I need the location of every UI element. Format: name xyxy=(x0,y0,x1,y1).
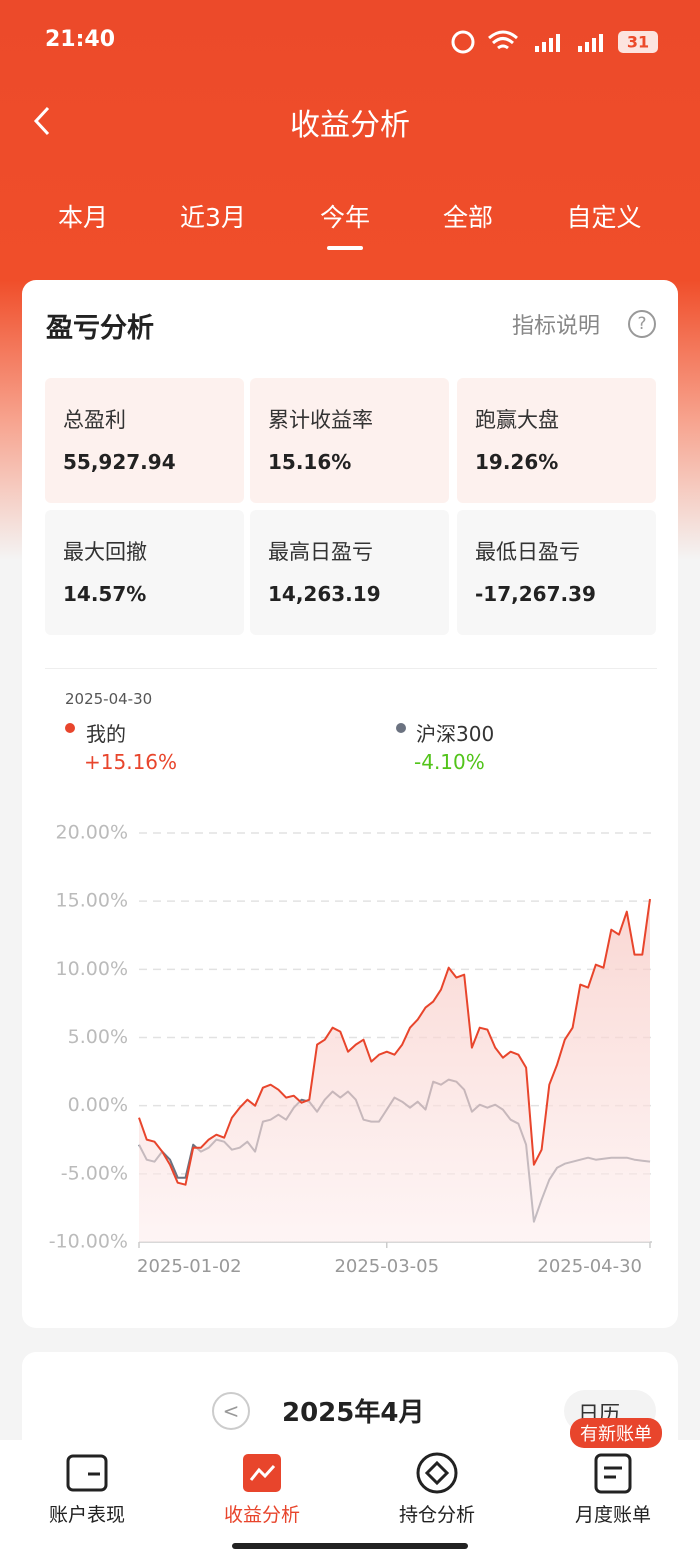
metric: 跑赢大盘 19.26% xyxy=(457,378,656,503)
metric-value: 14,263.19 xyxy=(268,582,381,606)
y-tick-label: -5.00% xyxy=(61,1162,128,1184)
status-icons: 31 xyxy=(451,30,658,54)
nav-label[interactable]: 持仓分析 xyxy=(398,1504,476,1526)
metric: 最高日盈亏 14,263.19 xyxy=(250,510,449,635)
battery-level: 31 xyxy=(627,33,649,52)
metric-label: 累计收益率 xyxy=(268,408,373,432)
card-title: 盈亏分析 xyxy=(46,313,154,344)
tab-indicator xyxy=(327,246,363,250)
nav-icon[interactable] xyxy=(416,1452,458,1494)
alarm-icon xyxy=(451,30,475,54)
metric: 最低日盈亏 -17,267.39 xyxy=(457,510,656,635)
legend-value: +15.16% xyxy=(84,750,178,774)
y-tick-label: 0.00% xyxy=(68,1094,128,1116)
tab[interactable]: 本月 xyxy=(57,203,109,232)
metric-value: 14.57% xyxy=(63,582,147,606)
help-icon[interactable]: ? xyxy=(628,310,656,338)
metric: 总盈利 55,927.94 xyxy=(45,378,244,503)
legend-value: -4.10% xyxy=(414,750,485,774)
home-indicator xyxy=(232,1543,468,1549)
tab[interactable]: 今年 xyxy=(319,203,371,232)
metric: 最大回撤 14.57% xyxy=(45,510,244,635)
metric-label: 最低日盈亏 xyxy=(475,540,580,564)
legend-label: 沪深300 xyxy=(416,722,495,746)
prev-month[interactable]: < xyxy=(212,1392,250,1430)
metric-value: -17,267.39 xyxy=(475,582,596,606)
nav-label[interactable]: 账户表现 xyxy=(48,1504,126,1526)
x-tick-label: 2025-01-02 xyxy=(137,1256,242,1277)
y-tick-label: 5.00% xyxy=(68,1026,128,1048)
help-link[interactable]: 指标说明 xyxy=(512,314,601,339)
y-tick-label: 10.00% xyxy=(56,958,128,980)
metric-label: 跑赢大盘 xyxy=(475,408,559,432)
area xyxy=(139,899,650,1242)
x-tick-label: 2025-04-30 xyxy=(537,1256,642,1277)
nav-icon[interactable] xyxy=(243,1454,281,1492)
back-button[interactable] xyxy=(28,104,58,138)
metric-label: 最高日盈亏 xyxy=(268,540,373,564)
nav-badge: 有新账单 xyxy=(570,1418,662,1448)
signal-icon xyxy=(578,34,603,52)
legend-dot xyxy=(396,723,406,733)
nav-icons xyxy=(66,1452,632,1494)
tab[interactable]: 全部 xyxy=(442,203,494,232)
nav-label[interactable]: 收益分析 xyxy=(223,1504,301,1526)
chart: -10.00% -5.00% 0.00% 5.00% 10.00% 15.00% 20.00… xyxy=(49,822,652,1277)
signal-icon xyxy=(535,34,560,52)
metric-value: 55,927.94 xyxy=(63,450,176,474)
battery-icon xyxy=(618,31,658,53)
nav-icon[interactable] xyxy=(594,1453,632,1494)
tab[interactable]: 近3月 xyxy=(180,203,246,232)
y-tick-label: -10.00% xyxy=(49,1231,128,1253)
series-line xyxy=(138,898,651,1186)
divider xyxy=(45,668,657,669)
nav-label[interactable]: 月度账单 xyxy=(574,1504,652,1526)
status-time: 21:40 xyxy=(45,27,116,52)
tab[interactable]: 自定义 xyxy=(566,203,642,232)
y-tick-label: 15.00% xyxy=(56,890,128,912)
legend-label: 我的 xyxy=(86,722,126,746)
nav-icon[interactable] xyxy=(66,1454,108,1492)
x-tick-label: 2025-03-05 xyxy=(334,1256,439,1277)
metric-label: 总盈利 xyxy=(63,408,126,432)
y-tick-label: 20.00% xyxy=(56,822,128,844)
metric-value: 15.16% xyxy=(268,450,352,474)
wifi-icon xyxy=(488,30,518,50)
metric: 累计收益率 15.16% xyxy=(250,378,449,503)
month-title: 2025年4月 xyxy=(282,1398,425,1428)
page-title: 收益分析 xyxy=(290,108,410,143)
legend-dot xyxy=(65,723,75,733)
metric-value: 19.26% xyxy=(475,450,559,474)
metric-label: 最大回撤 xyxy=(63,540,147,564)
chart-date: 2025-04-30 xyxy=(65,690,153,708)
